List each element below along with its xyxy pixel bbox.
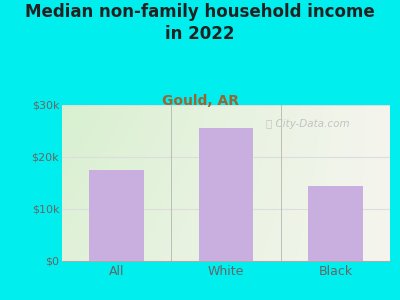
Bar [308, 186, 363, 261]
Text: ⓘ City-Data.com: ⓘ City-Data.com [266, 119, 350, 129]
Bar [89, 170, 144, 261]
Bar [199, 128, 253, 261]
Text: Median non-family household income
in 2022: Median non-family household income in 20… [25, 3, 375, 43]
Text: Gould, AR: Gould, AR [162, 94, 238, 109]
